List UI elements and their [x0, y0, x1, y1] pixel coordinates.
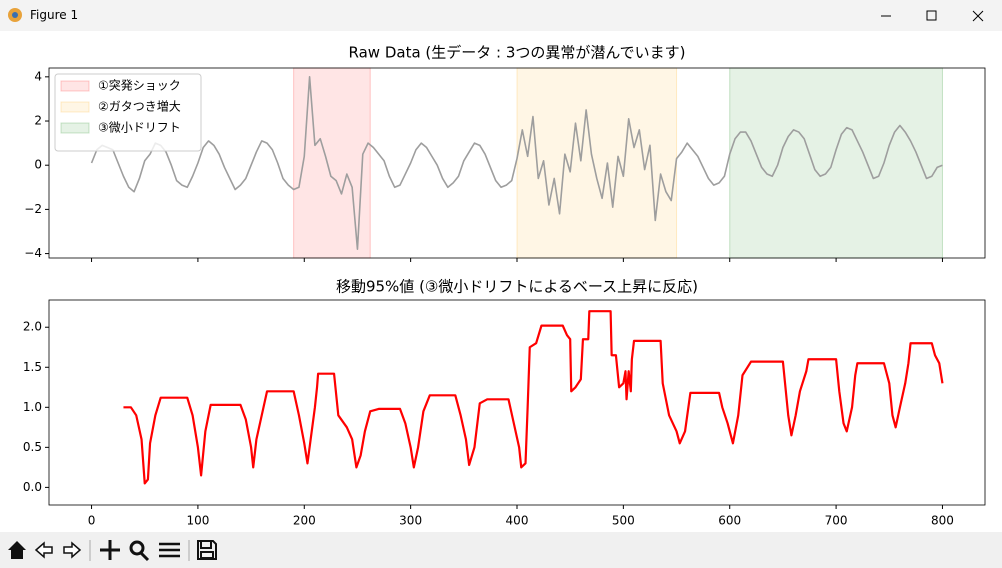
y-tick-label: −4	[24, 246, 42, 260]
forward-button[interactable]	[63, 541, 82, 559]
legend-swatch	[60, 101, 90, 113]
pan-button[interactable]	[100, 540, 120, 560]
legend-swatch	[60, 122, 90, 134]
y-tick-label: 1.5	[23, 360, 42, 374]
chart-title: Raw Data (生データ : 3つの異常が潜んでいます)	[349, 44, 686, 62]
window-title: Figure 1	[30, 8, 79, 22]
legend-label: ③微小ドリフト	[98, 121, 181, 135]
toolbar-icons	[8, 540, 217, 562]
window-controls	[881, 10, 984, 22]
app-icon	[8, 8, 22, 22]
home-button[interactable]	[8, 541, 26, 559]
zoom-button[interactable]	[129, 540, 150, 562]
title-bar: Figure 1	[0, 0, 1002, 31]
legend-label: ②ガタつき増大	[98, 100, 181, 114]
x-tick-label: 300	[399, 514, 422, 528]
legend-label: ①突発ショック	[98, 78, 181, 93]
anomaly-span	[293, 67, 371, 259]
y-tick-label: 2	[34, 114, 42, 128]
close-button[interactable]	[972, 10, 984, 22]
y-tick-label: 0.0	[23, 480, 42, 494]
x-tick-label: 600	[718, 514, 741, 528]
data-line	[90, 76, 943, 250]
legend-box	[54, 73, 202, 152]
back-button[interactable]	[34, 541, 53, 559]
x-tick-label: 400	[506, 514, 529, 528]
y-tick-label: 2.0	[23, 320, 42, 334]
data-line	[123, 310, 944, 485]
y-tick-label: 1.0	[23, 400, 42, 414]
x-tick-label: 100	[186, 514, 209, 528]
x-tick-label: 800	[931, 514, 954, 528]
configure-button[interactable]	[159, 542, 180, 558]
figure: Raw Data (生データ : 3つの異常が潜んでいます) −4 −2 0 2 4 ①突発…	[23, 44, 986, 528]
anomaly-span	[516, 67, 678, 259]
y-tick-label: 0	[34, 158, 42, 172]
y-tick-label: 0.5	[23, 440, 42, 454]
maximize-button[interactable]	[926, 10, 937, 21]
legend-swatch	[60, 80, 90, 92]
y-tick-label: −2	[24, 202, 42, 216]
x-tick-label: 700	[825, 514, 848, 528]
x-tick-label: 0	[88, 514, 96, 528]
y-tick-label: 4	[34, 69, 42, 83]
anomaly-span	[729, 67, 943, 259]
chart-title: 移動95%値 (③微小ドリフトによるベース上昇に反応)	[336, 278, 698, 296]
save-button[interactable]	[197, 540, 217, 560]
x-tick-label: 500	[612, 514, 635, 528]
toolbar	[0, 532, 1002, 568]
x-tick-label: 200	[293, 514, 316, 528]
